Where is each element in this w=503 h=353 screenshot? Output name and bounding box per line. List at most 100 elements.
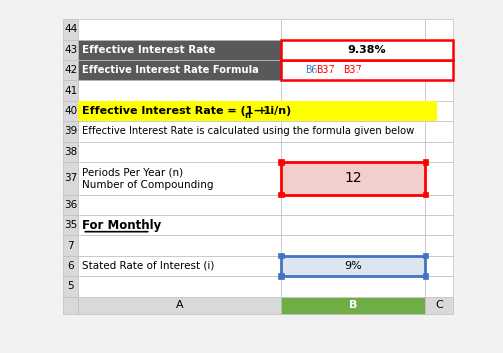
Bar (281, 162, 426, 195)
Bar (78, 19, 281, 40)
Bar (63, 101, 78, 121)
Text: 41: 41 (64, 86, 77, 96)
Bar (78, 101, 437, 121)
Bar (281, 256, 426, 276)
Text: B37: B37 (343, 65, 362, 75)
Text: 39: 39 (64, 126, 77, 136)
Bar (426, 101, 453, 121)
Text: ))^(: ))^( (328, 65, 353, 75)
Bar (78, 121, 281, 142)
Text: 35: 35 (64, 220, 77, 230)
Bar (281, 215, 426, 235)
Text: 43: 43 (64, 45, 77, 55)
Bar (426, 121, 453, 142)
Bar (281, 256, 426, 276)
Text: 9.38%: 9.38% (348, 45, 386, 55)
Bar (78, 80, 281, 101)
Bar (78, 60, 281, 80)
Text: Effective Interest Rate: Effective Interest Rate (82, 45, 216, 55)
Bar (281, 235, 426, 256)
Text: 37: 37 (64, 173, 77, 183)
Bar (63, 215, 78, 235)
Text: 12: 12 (345, 171, 362, 185)
Bar (426, 256, 453, 276)
Bar (426, 276, 453, 297)
Text: B37: B37 (316, 65, 335, 75)
Text: /: / (312, 65, 319, 75)
Bar (63, 256, 78, 276)
Text: )-1: )-1 (355, 65, 373, 75)
Bar (281, 60, 426, 80)
Bar (423, 253, 428, 258)
Text: A: A (176, 300, 184, 310)
Bar (423, 192, 428, 197)
Bar (78, 162, 281, 195)
Bar (63, 162, 78, 195)
Bar (281, 60, 453, 80)
Bar (281, 142, 426, 162)
Bar (78, 101, 281, 121)
Bar (426, 142, 453, 162)
Bar (281, 19, 426, 40)
Text: 40: 40 (64, 106, 77, 116)
Bar (63, 19, 78, 40)
Bar (279, 273, 284, 279)
Text: B: B (349, 300, 358, 310)
Bar (281, 276, 426, 297)
Bar (426, 195, 453, 215)
Bar (63, 121, 78, 142)
Bar (78, 60, 281, 80)
Bar (426, 162, 453, 195)
Text: Effective Interest Rate Formula: Effective Interest Rate Formula (82, 65, 259, 75)
Bar (78, 256, 281, 276)
Bar (281, 195, 426, 215)
Text: Effective Interest Rate = (1 + i/n): Effective Interest Rate = (1 + i/n) (82, 106, 292, 116)
Bar (279, 253, 284, 258)
Bar (63, 276, 78, 297)
Text: 38: 38 (64, 147, 77, 157)
Text: 42: 42 (64, 65, 77, 75)
Bar (63, 60, 78, 80)
Bar (78, 195, 281, 215)
Bar (426, 215, 453, 235)
Bar (423, 159, 428, 164)
Text: 36: 36 (64, 200, 77, 210)
Bar (63, 297, 78, 314)
Bar (426, 235, 453, 256)
Text: n: n (244, 111, 250, 120)
Bar (281, 80, 426, 101)
Bar (281, 121, 426, 142)
Bar (279, 192, 284, 197)
Text: Number of Compounding: Number of Compounding (82, 180, 214, 190)
Bar (281, 162, 426, 195)
Text: – 1: – 1 (250, 106, 271, 116)
Text: For Monthly: For Monthly (82, 219, 161, 232)
Bar (426, 297, 453, 314)
Bar (281, 162, 426, 195)
Text: 5: 5 (67, 281, 74, 291)
Text: 44: 44 (64, 24, 77, 35)
Text: 6: 6 (67, 261, 74, 271)
Bar (78, 40, 281, 60)
Bar (63, 195, 78, 215)
Bar (63, 40, 78, 60)
Text: C: C (435, 300, 443, 310)
Bar (279, 159, 284, 164)
Bar (426, 19, 453, 40)
Bar (423, 273, 428, 279)
Bar (63, 142, 78, 162)
Bar (78, 142, 281, 162)
Text: Periods Per Year (n): Periods Per Year (n) (82, 167, 184, 178)
Bar (78, 276, 281, 297)
Text: 7: 7 (67, 240, 74, 251)
Text: B6: B6 (305, 65, 317, 75)
Bar (281, 101, 426, 121)
Bar (281, 256, 426, 276)
Text: =(1+(: =(1+( (286, 65, 317, 75)
Bar (426, 60, 453, 80)
Bar (78, 215, 281, 235)
Text: Effective Interest Rate is calculated using the formula given below: Effective Interest Rate is calculated us… (82, 126, 414, 136)
Bar (63, 235, 78, 256)
Bar (63, 80, 78, 101)
Bar (78, 40, 281, 60)
